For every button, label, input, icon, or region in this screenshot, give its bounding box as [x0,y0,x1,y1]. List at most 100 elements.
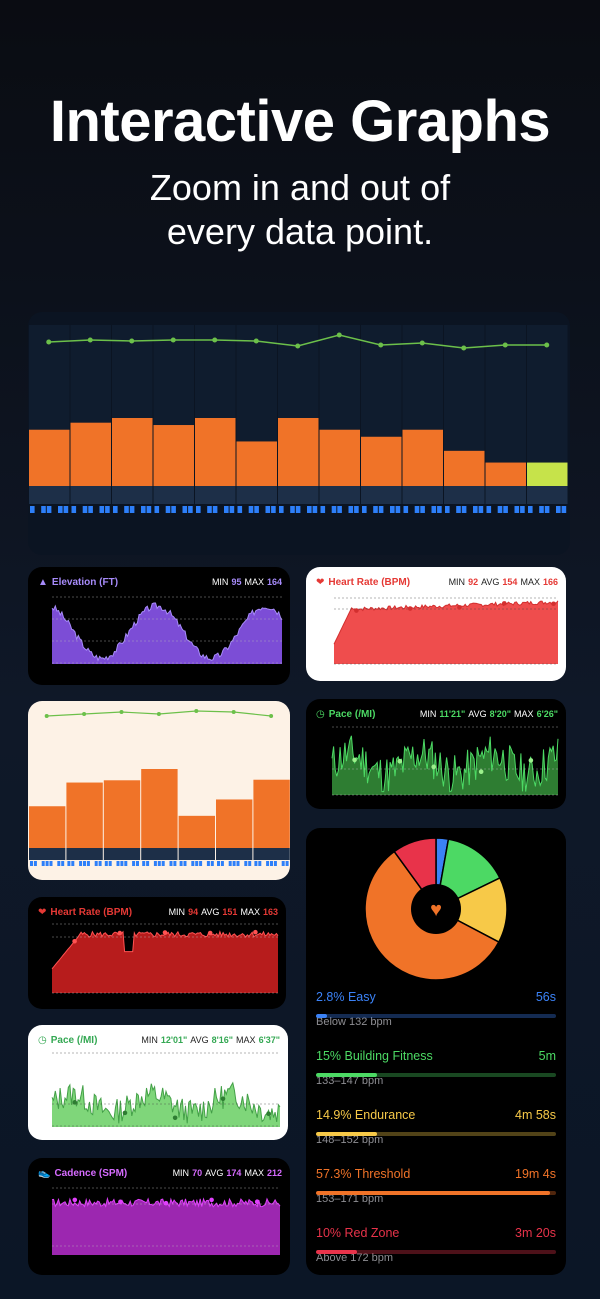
monthly-chart-canvas[interactable] [28,701,290,880]
pace-light-max-value: 6'37" [258,1035,280,1045]
day-tick [307,506,312,513]
zone-name: 10% Red Zone [316,1226,400,1240]
zone-time: 56s [535,990,556,1004]
day-tick [425,506,431,513]
distance-bar [70,422,111,486]
pace-point [461,345,467,351]
distance-bar [361,436,402,486]
day-tick [129,506,135,513]
annotation-dot [72,1197,78,1203]
zone-progress-track [316,1014,556,1018]
weekly-summary-chart[interactable] [28,312,570,555]
zones-donut-chart[interactable]: ♥ [306,828,566,988]
day-tick [331,506,337,513]
pace-icon: ◷ [38,1034,47,1046]
cadence-avg-label: AVG [205,1168,224,1178]
annotation-dot [207,930,213,936]
month-day-tick [41,861,45,866]
heart-bolt-icon: ♥ [430,899,442,921]
hero-subtitle: Zoom in and out of every data point. [0,166,600,254]
month-days-cell [178,848,215,860]
distance-bar [527,462,568,486]
month-day-tick [57,861,61,866]
heart-rate-dark-card[interactable]: ❤ Heart Rate (BPM) MIN 94 AVG 151 MAX 163 [28,897,286,1009]
area-line [51,1081,281,1124]
day-tick [450,506,456,513]
pace-dark-avg-label: AVG [468,709,487,719]
month-day-tick [236,861,240,866]
elevation-card[interactable]: ▲ Elevation (FT) MIN 95 MAX 164 [28,567,290,685]
hr-light-min-value: 92 [468,577,479,587]
zone-row[interactable]: 15% Building Fitness 5m 133–147 bpm [316,1049,556,1087]
month-day-tick [254,861,258,866]
pace-dark-title: Pace (/MI) [328,708,376,720]
zone-name: 15% Building Fitness [316,1049,433,1063]
zone-row[interactable]: 14.9% Endurance 4m 58s 148–152 bpm [316,1108,556,1146]
day-tick [403,506,409,513]
days-cell [527,486,568,504]
day-tick [561,506,567,513]
pace-dark-avg-value: 8'20" [489,709,512,719]
month-day-tick [203,861,206,866]
month-day-tick [124,861,128,866]
cadence-min-value: 70 [192,1168,203,1178]
cadence-card[interactable]: 👟 Cadence (SPM) MIN 70 AVG 174 MAX 212 [28,1158,290,1275]
monthly-summary-chart[interactable] [28,701,290,880]
month-day-tick [33,861,37,866]
zone-progress-fill [316,1132,377,1136]
day-tick [301,506,306,513]
annotation-dot [253,929,258,935]
zone-slice [434,876,508,944]
cadence-plot[interactable] [28,1158,290,1275]
pace-light-card[interactable]: ◷ Pace (/MI) MIN 12'01" AVG 8'16" MAX 6'37" [28,1025,288,1140]
month-day-tick [112,861,116,866]
day-tick [395,506,401,513]
month-day-tick [146,861,150,866]
hr-dark-avg-label: AVG [201,907,220,917]
days-cell [29,486,70,504]
pace-dark-card[interactable]: ◷ Pace (/MI) MIN 11'21" AVG 8'20" MAX 6'26" [306,699,566,809]
month-day-tick [94,861,98,866]
area-line [331,735,559,793]
month-day-tick [90,861,94,866]
month-pace-point [119,710,124,714]
zone-row[interactable]: 57.3% Threshold 19m 4s 153–171 bpm [316,1167,556,1205]
month-day-tick [220,861,224,866]
pace-point [46,339,52,345]
hr-light-min-label: MIN [448,577,466,587]
month-day-tick [30,861,33,866]
day-tick [141,506,146,513]
hero-subtitle-line2: every data point. [166,211,434,252]
month-pace-point [194,709,199,713]
month-days-cell [253,848,290,860]
heart-rate-dark-plot[interactable] [28,897,286,1009]
weekly-chart-canvas[interactable] [28,312,570,555]
elevation-plot[interactable] [28,567,290,685]
area-fill [334,600,558,664]
heart-rate-light-plot[interactable] [306,567,566,681]
day-tick [63,506,69,513]
elevation-max-value: 164 [266,577,282,587]
area-fill [52,931,278,993]
month-day-tick [116,861,120,866]
annotation-dot [162,930,168,935]
day-tick [414,506,420,513]
heart-rate-light-card[interactable]: ❤ Heart Rate (BPM) MIN 92 AVG 154 MAX 166 [306,567,566,681]
pace-point [87,337,93,343]
pace-dark-plot[interactable] [306,699,566,809]
day-tick [384,506,389,513]
pace-light-plot[interactable] [28,1025,288,1140]
hr-dark-max-label: MAX [240,907,260,917]
pace-point [378,342,384,348]
zone-row[interactable]: 2.8% Easy 56s Below 132 bpm [316,990,556,1028]
day-tick [362,506,367,513]
heart-rate-zones-card[interactable]: ♥ 2.8% Easy 56s Below 132 bpm 15% Building… [306,828,566,1275]
month-day-tick [128,861,132,866]
day-tick [77,506,82,513]
zone-row[interactable]: 10% Red Zone 3m 20s Above 172 bpm [316,1226,556,1264]
annotation-dot [72,1100,78,1105]
area-line [333,600,559,645]
pace-dark-min-label: MIN [419,709,437,719]
month-day-tick [67,861,71,866]
cadence-title: Cadence (SPM) [54,1167,128,1179]
